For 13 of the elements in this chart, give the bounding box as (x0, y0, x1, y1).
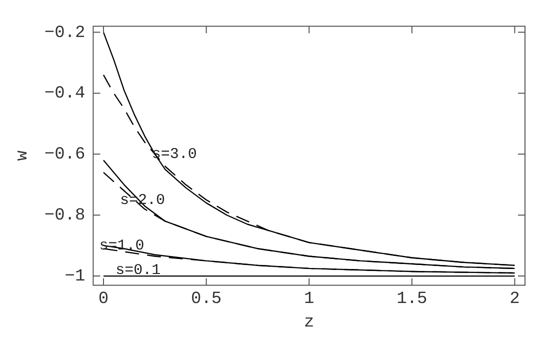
x-tick-label: 0 (98, 290, 109, 309)
annotation: s=0.1 (116, 262, 161, 279)
y-tick-label: −0.2 (44, 24, 86, 43)
y-axis-title: w (14, 150, 33, 161)
x-tick-label: 1.5 (396, 290, 428, 309)
x-tick-label: 2 (510, 290, 520, 309)
x-tick-label: 0.5 (190, 290, 222, 309)
y-tick-label: −0.8 (44, 206, 86, 226)
x-axis-title: z (304, 313, 314, 332)
x-tick-label: 1 (304, 290, 314, 309)
y-tick-label: −0.4 (44, 84, 86, 104)
y-tick-label: −0.6 (44, 146, 86, 165)
y-tick-label: −1 (64, 268, 86, 287)
